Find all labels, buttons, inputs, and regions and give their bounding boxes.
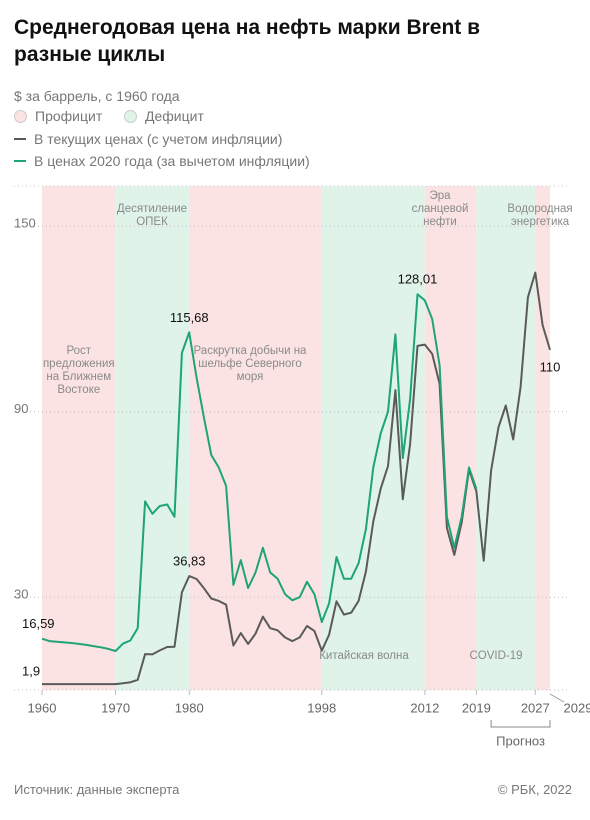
value-label: 1,9 (22, 664, 40, 679)
x-tick-label: 1980 (175, 700, 204, 715)
y-tick-label: 150 (14, 216, 36, 231)
band-label: Водородная энергетика (507, 203, 573, 228)
chart-title: Среднегодовая цена на нефть марки Brent … (14, 16, 481, 66)
band-label: COVID-19 (469, 650, 523, 662)
band-legend-item: Дефицит (124, 108, 204, 124)
band (42, 186, 116, 690)
legend-label: В текущих ценах (с учетом инфляции) (34, 131, 283, 147)
value-label: 36,83 (173, 554, 206, 569)
x-tick-label: 2019 (462, 700, 491, 715)
legend-label: Дефицит (145, 108, 204, 124)
legend-swatch (14, 160, 26, 162)
band-legend-item: Профицит (14, 108, 102, 124)
value-label: 128,01 (398, 272, 438, 287)
band (476, 186, 536, 690)
band-label: Эра сланцевой нефти (411, 190, 469, 228)
band-label: Рост предложения на Ближнем Востоке (42, 345, 115, 396)
legend-item: В текущих ценах (с учетом инфляции) (14, 131, 282, 147)
x-tick-label: 1998 (307, 700, 336, 715)
legend-label: В ценах 2020 года (за вычетом инфляции) (34, 153, 310, 169)
x-tick-label: 2029 (564, 700, 590, 715)
legend-swatch (14, 138, 26, 140)
x-tick-label: 2012 (410, 700, 439, 715)
series-line (41, 293, 478, 652)
y-tick-label: 30 (14, 587, 28, 602)
band (115, 186, 190, 690)
value-label: 115,68 (170, 310, 209, 325)
legend-item: В ценах 2020 года (за вычетом инфляции) (14, 153, 310, 169)
band-label: Китайская волна (319, 650, 409, 662)
x-tick-label: 1960 (28, 700, 57, 715)
band (321, 186, 425, 690)
x-tick-label: 2027 (521, 700, 550, 715)
band (424, 186, 477, 690)
band-label: Десятиление ОПЕК (116, 203, 188, 228)
subtitle: $ за баррель, с 1960 года (14, 88, 180, 104)
x-tick-label: 1970 (101, 700, 130, 715)
legend-swatch (124, 109, 137, 123)
value-label: 16,59 (22, 616, 55, 631)
forecast-bracket (490, 720, 551, 728)
credit: © РБК, 2022 (497, 782, 572, 797)
source: Источник: данные эксперта (14, 782, 180, 797)
x-tick (549, 693, 565, 703)
legend-swatch (14, 109, 27, 123)
band (189, 186, 322, 690)
y-tick-label: 90 (14, 401, 28, 416)
legend-label: Профицит (35, 108, 103, 124)
value-label: 110 (540, 359, 561, 374)
band (535, 186, 550, 690)
forecast-label: Прогноз (496, 733, 545, 748)
band-label: Раскрутка добычи на шельфе Северного мор… (193, 345, 307, 383)
